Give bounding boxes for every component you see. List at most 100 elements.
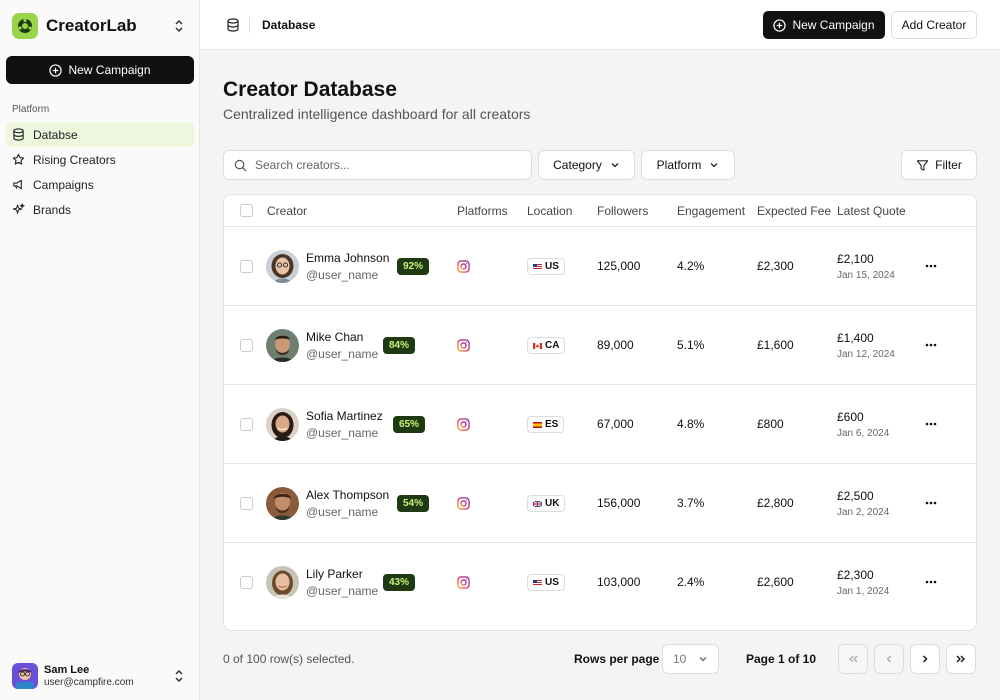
row-checkbox[interactable] xyxy=(240,576,253,589)
engagement-value: 3.7% xyxy=(677,496,705,510)
instagram-icon[interactable] xyxy=(457,576,470,589)
more-options-icon[interactable] xyxy=(924,418,938,430)
match-score-badge: 65% xyxy=(393,416,426,433)
sparkles-icon xyxy=(12,203,25,214)
avatar xyxy=(266,250,299,283)
creator-name[interactable]: Alex Thompson xyxy=(306,488,390,502)
creator-name[interactable]: Emma Johnson xyxy=(306,251,390,265)
more-options-icon[interactable] xyxy=(924,339,938,351)
latest-quote-value: £2,500 xyxy=(837,489,874,503)
user-menu[interactable]: Sam Lee user@campfire.com xyxy=(12,662,188,690)
plus-circle-icon xyxy=(773,18,787,32)
creator-name[interactable]: Mike Chan xyxy=(306,330,364,344)
rows-per-page-select[interactable]: 10 xyxy=(662,644,719,674)
database-icon xyxy=(227,18,239,32)
avatar xyxy=(266,329,299,362)
filter-button[interactable]: Filter xyxy=(901,150,977,180)
instagram-icon[interactable] xyxy=(457,418,470,431)
creator-handle: @user_name xyxy=(306,426,379,440)
first-page-button[interactable] xyxy=(838,644,868,674)
avatar xyxy=(266,408,299,441)
row-checkbox[interactable] xyxy=(240,418,253,431)
sidebar-item-database[interactable]: Databse xyxy=(6,122,194,147)
more-options-icon[interactable] xyxy=(924,497,938,509)
table-row[interactable]: Alex Thompson @user_name 54% UK 156,000 … xyxy=(224,464,976,543)
platform-dropdown[interactable]: Platform xyxy=(641,150,735,180)
column-header-engagement[interactable]: Engagement xyxy=(677,204,746,218)
table-row[interactable]: Emma Johnson @user_name 92% US 125,000 4… xyxy=(224,227,976,306)
column-header-platforms[interactable]: Platforms xyxy=(457,204,508,218)
sidebar-item-campaigns[interactable]: Campaigns xyxy=(6,172,194,197)
new-campaign-button[interactable]: New Campaign xyxy=(763,11,885,39)
column-header-creator[interactable]: Creator xyxy=(267,204,308,218)
match-score-badge: 54% xyxy=(397,495,430,512)
new-campaign-label: New Campaign xyxy=(792,18,875,32)
chevrons-left-icon xyxy=(849,655,858,663)
sidebar: CreatorLab New Campaign Platform Databse… xyxy=(0,0,200,700)
latest-quote-value: £600 xyxy=(837,410,864,424)
creator-handle: @user_name xyxy=(306,505,379,519)
latest-quote-date: Jan 15, 2024 xyxy=(837,270,895,281)
followers-value: 125,000 xyxy=(597,259,641,273)
instagram-icon[interactable] xyxy=(457,497,470,510)
brand-switcher[interactable]: CreatorLab xyxy=(12,12,188,40)
ca-flag-icon xyxy=(533,342,542,349)
creator-name[interactable]: Lily Parker xyxy=(306,567,363,581)
sidebar-item-brands[interactable]: Brands xyxy=(6,197,194,222)
brand-name: CreatorLab xyxy=(46,16,137,35)
country-code: ES xyxy=(545,419,559,430)
more-options-icon[interactable] xyxy=(924,260,938,272)
add-creator-button[interactable]: Add Creator xyxy=(891,11,977,39)
avatar xyxy=(266,566,299,599)
filter-label: Filter xyxy=(935,158,962,172)
row-checkbox[interactable] xyxy=(240,260,253,273)
category-dropdown[interactable]: Category xyxy=(538,150,635,180)
avatar xyxy=(266,487,299,520)
page-subtitle: Centralized intelligence dashboard for a… xyxy=(223,106,531,122)
sidebar-new-campaign-label: New Campaign xyxy=(68,63,151,77)
select-all-checkbox[interactable] xyxy=(240,204,253,217)
search-input[interactable] xyxy=(255,158,515,172)
search-box[interactable] xyxy=(223,150,532,180)
chevron-down-icon xyxy=(699,657,707,662)
chevron-left-icon xyxy=(886,655,891,663)
megaphone-icon xyxy=(13,179,22,190)
engagement-value: 2.4% xyxy=(677,575,705,589)
expected-fee-value: £2,800 xyxy=(757,496,794,510)
column-header-location[interactable]: Location xyxy=(527,204,573,218)
country-code: US xyxy=(545,261,559,272)
followers-value: 67,000 xyxy=(597,417,634,431)
last-page-button[interactable] xyxy=(946,644,976,674)
rows-per-page-value: 10 xyxy=(673,652,687,666)
match-score-badge: 43% xyxy=(383,574,416,591)
previous-page-button[interactable] xyxy=(874,644,904,674)
sidebar-new-campaign-button[interactable]: New Campaign xyxy=(6,56,194,84)
column-header-followers[interactable]: Followers xyxy=(597,204,649,218)
chevron-right-icon xyxy=(923,655,928,663)
next-page-button[interactable] xyxy=(910,644,940,674)
sidebar-item-label: Brands xyxy=(33,202,72,217)
table-row[interactable]: Sofia Martinez @user_name 65% ES 67,000 … xyxy=(224,385,976,464)
star-icon xyxy=(12,153,25,165)
sidebar-item-rising-creators[interactable]: Rising Creators xyxy=(6,147,194,172)
match-score-badge: 92% xyxy=(397,258,430,275)
row-checkbox[interactable] xyxy=(240,497,253,510)
followers-value: 89,000 xyxy=(597,338,634,352)
creator-name[interactable]: Sofia Martinez xyxy=(306,409,383,423)
page-title: Creator Database xyxy=(223,78,397,101)
column-header-latest-quote[interactable]: Latest Quote xyxy=(837,204,906,218)
table-header: Creator Platforms Location Followers Eng… xyxy=(224,195,976,227)
latest-quote-value: £1,400 xyxy=(837,331,874,345)
instagram-icon[interactable] xyxy=(457,260,470,273)
more-options-icon[interactable] xyxy=(924,576,938,588)
instagram-icon[interactable] xyxy=(457,339,470,352)
uk-flag-icon xyxy=(533,500,542,507)
latest-quote-value: £2,100 xyxy=(837,252,874,266)
creator-handle: @user_name xyxy=(306,268,379,282)
table-row[interactable]: Mike Chan @user_name 84% CA 89,000 5.1% … xyxy=(224,306,976,385)
page-indicator: Page 1 of 10 xyxy=(746,652,817,666)
row-checkbox[interactable] xyxy=(240,339,253,352)
es-flag-icon xyxy=(533,421,542,428)
table-row[interactable]: Lily Parker @user_name 43% US 103,000 2.… xyxy=(224,543,976,622)
column-header-expected-fee[interactable]: Expected Fee xyxy=(757,204,832,218)
